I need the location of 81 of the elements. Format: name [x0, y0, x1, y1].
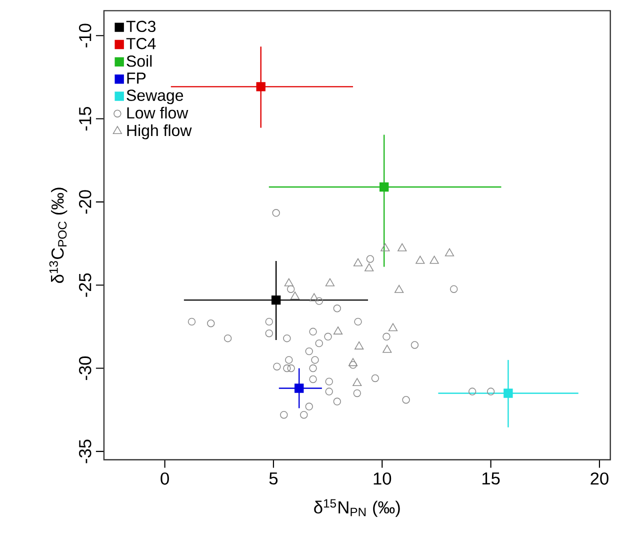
- point: [305, 347, 313, 355]
- point: [272, 208, 280, 217]
- legend-label: High flow: [127, 124, 192, 140]
- point: [285, 356, 293, 364]
- y-tick-label: -20: [78, 190, 92, 214]
- point: [309, 328, 317, 336]
- point: [283, 334, 291, 342]
- point: [294, 383, 304, 393]
- point: [364, 263, 374, 272]
- point: [430, 256, 439, 264]
- point: [402, 396, 410, 404]
- point: [300, 410, 308, 419]
- point: [353, 389, 362, 397]
- y-tick-label: -25: [78, 273, 92, 297]
- point: [382, 332, 390, 340]
- point: [333, 326, 343, 334]
- legend-label: FP: [127, 72, 146, 84]
- point: [333, 397, 342, 406]
- point: [388, 322, 398, 331]
- point: [349, 360, 357, 369]
- legend-label: Soil: [126, 54, 152, 67]
- point: [444, 248, 454, 256]
- point: [382, 344, 392, 353]
- x-tick-label: 0: [160, 472, 169, 485]
- point: [305, 402, 313, 410]
- point: [450, 285, 458, 293]
- point: [325, 388, 333, 396]
- point: [309, 375, 317, 383]
- legend-label: Low flow: [127, 106, 188, 118]
- legend-label: TC4: [126, 38, 156, 50]
- point: [290, 291, 300, 300]
- y-tick-label: -30: [78, 356, 92, 380]
- x-tick-label: 5: [269, 472, 278, 484]
- point: [486, 388, 495, 396]
- point: [354, 341, 364, 350]
- point: [265, 329, 273, 338]
- point: [188, 318, 196, 326]
- legend-label: TC3: [126, 20, 156, 32]
- point: [352, 378, 362, 386]
- point: [416, 256, 425, 264]
- point: [354, 318, 362, 326]
- point: [271, 295, 281, 304]
- point: [315, 297, 323, 305]
- point: [325, 278, 335, 286]
- point: [504, 388, 513, 398]
- point: [333, 304, 342, 312]
- point: [309, 364, 317, 372]
- point: [366, 254, 374, 263]
- point: [310, 293, 319, 302]
- point: [280, 410, 288, 419]
- point: [348, 358, 358, 366]
- x-tick-label: 10: [374, 472, 392, 485]
- point: [353, 258, 363, 266]
- x-axis-title: δ$^{15}$N$_{PN}$ (‰): [314, 499, 400, 517]
- point: [394, 284, 404, 293]
- point: [265, 318, 273, 326]
- point: [324, 332, 332, 340]
- point: [284, 278, 294, 286]
- point: [410, 340, 419, 349]
- point: [286, 285, 295, 293]
- point: [224, 334, 232, 342]
- point: [283, 364, 291, 372]
- legend-label: Sewage: [126, 89, 184, 104]
- point: [315, 339, 323, 348]
- point: [468, 388, 476, 396]
- y-tick-label: -35: [78, 439, 92, 464]
- point: [256, 82, 266, 92]
- y-tick-label: -10: [78, 24, 92, 48]
- y-axis-title: δ$^{13}$C$_{POC}$ (‰): [49, 188, 68, 283]
- x-tick-label: 15: [482, 472, 500, 484]
- y-tick-label: -15: [79, 106, 92, 130]
- point: [398, 243, 407, 252]
- point: [380, 243, 390, 252]
- point: [379, 182, 389, 192]
- point: [273, 362, 281, 370]
- point: [371, 374, 380, 382]
- point: [325, 378, 333, 386]
- point: [207, 319, 215, 328]
- point: [311, 356, 319, 364]
- point: [287, 364, 295, 372]
- x-tick-label: 20: [590, 472, 608, 485]
